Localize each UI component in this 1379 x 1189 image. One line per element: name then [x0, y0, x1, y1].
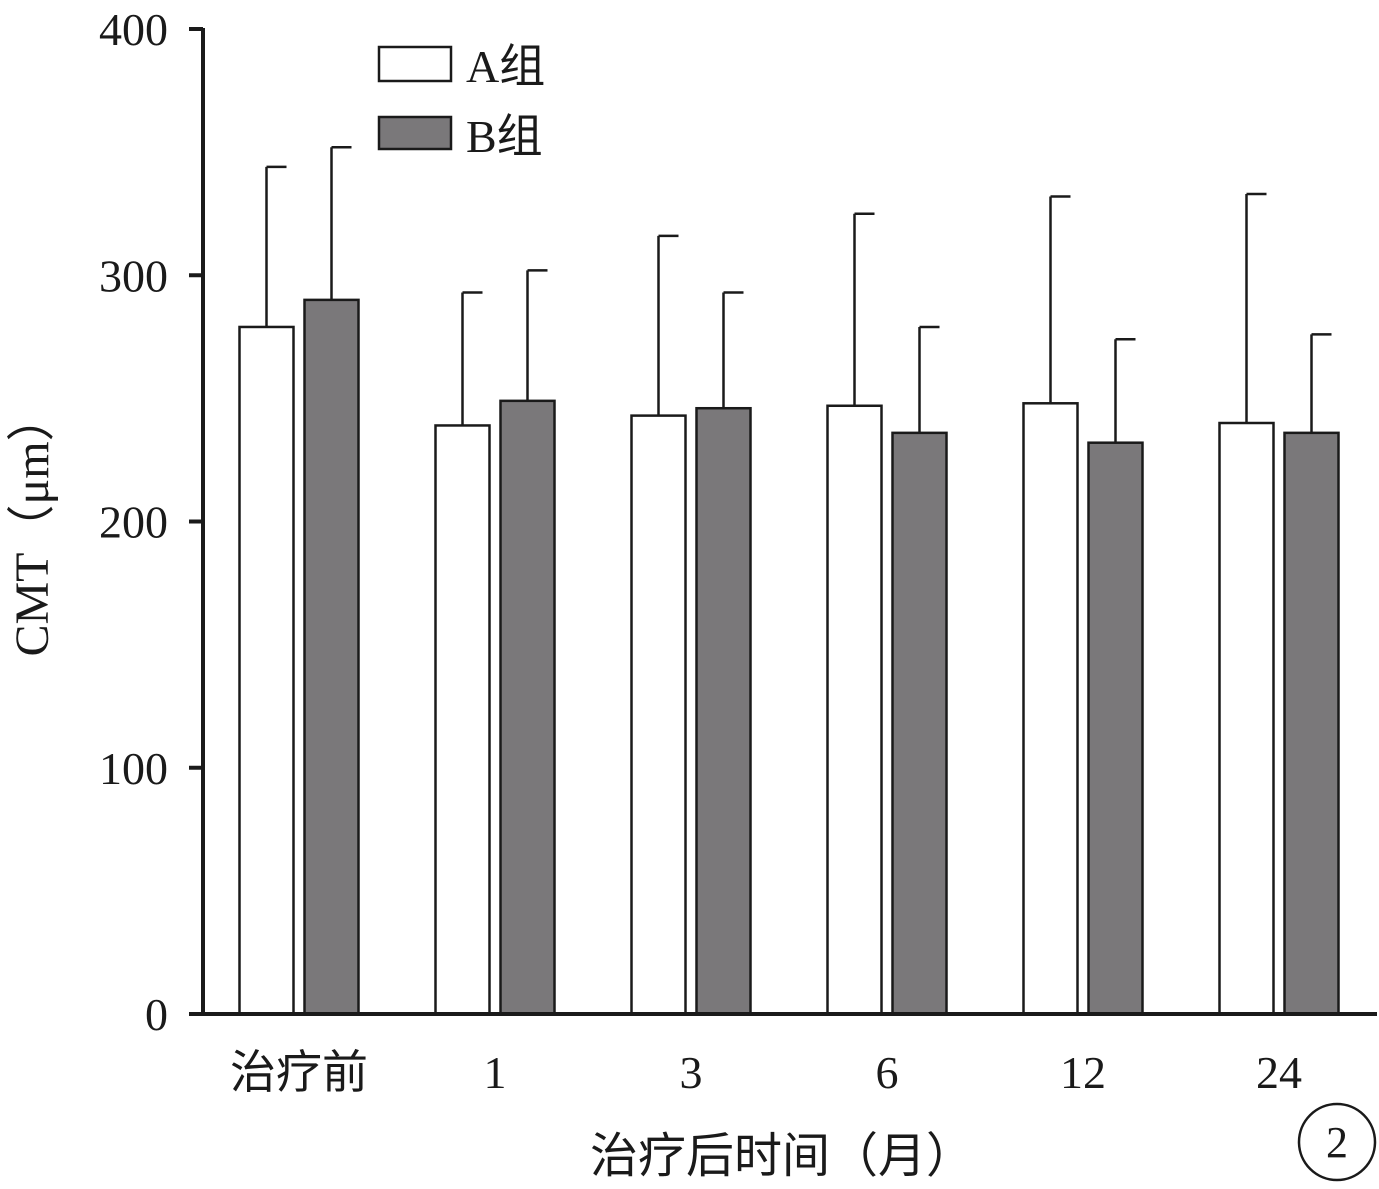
error-bars-layer: [265, 145, 1332, 443]
bar-b-4: [1087, 441, 1144, 1016]
x-tick-label-1: 1: [484, 1047, 507, 1098]
y-tick-label-200: 200: [99, 497, 168, 548]
panel-number: 2: [1297, 1102, 1377, 1182]
y-tick-label-400: 400: [99, 4, 168, 55]
bar-a-0: [238, 325, 295, 1016]
legend-label-a: A组: [466, 41, 545, 92]
panel-number-circle: [1297, 1102, 1377, 1182]
bar-b-2: [695, 406, 752, 1016]
bars-layer: [238, 298, 1340, 1016]
legend-swatch-a: [377, 45, 453, 83]
x-axis-title: 治疗后时间（月）: [590, 1130, 974, 1183]
bar-a-3: [826, 404, 883, 1016]
y-tick-label-100: 100: [99, 743, 168, 794]
bar-a-1: [434, 424, 491, 1016]
x-tick-label-0: 治疗前: [230, 1047, 368, 1098]
x-ticks-layer: 治疗前 1 3 6 12 24: [230, 1047, 1302, 1098]
x-tick-label-4: 12: [1060, 1047, 1106, 1098]
y-tick-label-300: 300: [99, 250, 168, 301]
x-tick-label-2: 3: [680, 1047, 703, 1098]
y-axis-title: CMT（μm）: [6, 393, 59, 656]
panel-number-text: 2: [1326, 1118, 1348, 1167]
legend-label-b: B组: [466, 111, 543, 162]
legend-swatch-b: [377, 115, 453, 151]
bar-b-3: [891, 431, 948, 1016]
y-ticks-layer: 0 100 200 300 400: [99, 4, 203, 1040]
bar-a-4: [1022, 402, 1079, 1016]
bar-b-1: [499, 399, 556, 1016]
bar-a-2: [630, 414, 687, 1016]
bar-b-5: [1283, 431, 1340, 1016]
y-tick-label-0: 0: [145, 989, 168, 1040]
x-tick-label-5: 24: [1256, 1047, 1302, 1098]
bar-b-0: [303, 298, 360, 1016]
legend: A组 B组: [377, 41, 545, 162]
bar-a-5: [1218, 421, 1275, 1016]
x-tick-label-3: 6: [876, 1047, 899, 1098]
